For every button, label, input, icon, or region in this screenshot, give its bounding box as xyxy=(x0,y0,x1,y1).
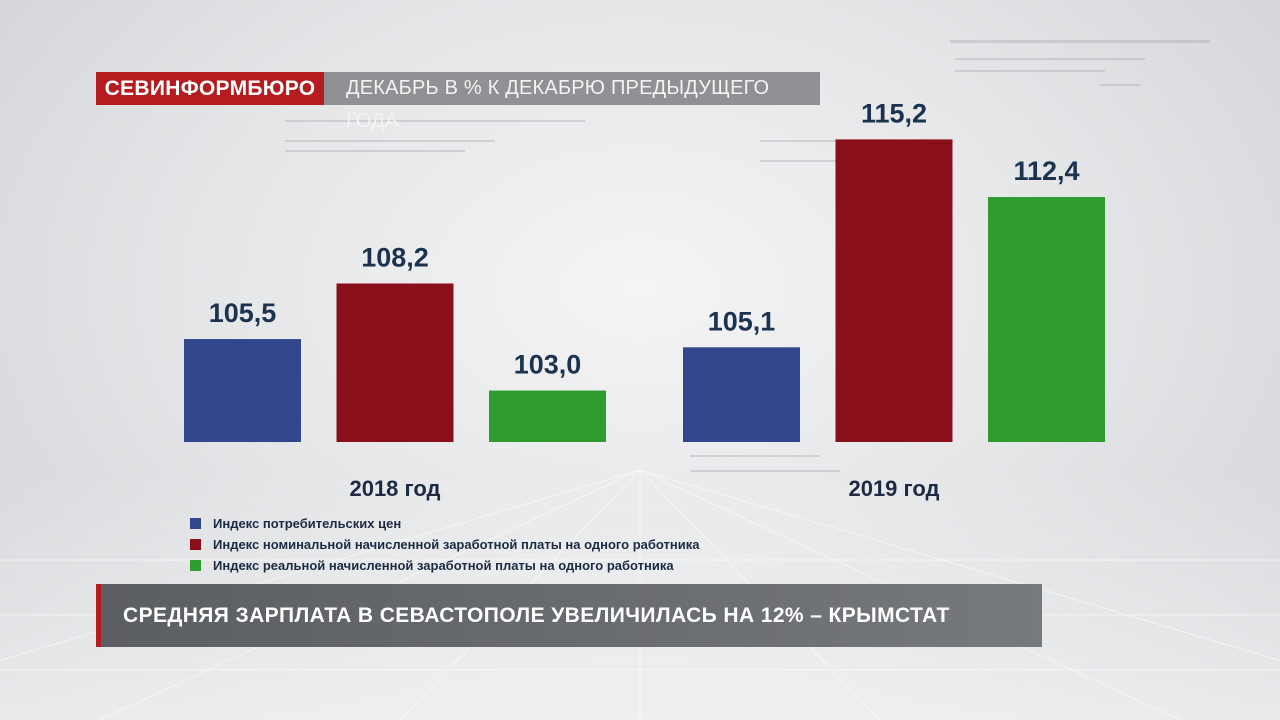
legend-item-cpi: Индекс потребительских цен xyxy=(190,513,700,533)
bar-1-1 xyxy=(184,339,301,442)
bar-3-1 xyxy=(489,390,606,442)
news-headline-bar: СРЕДНЯЯ ЗАРПЛАТА В СЕВАСТОПОЛЕ УВЕЛИЧИЛА… xyxy=(96,584,1042,647)
legend-swatch-cpi xyxy=(190,517,201,529)
chart-legend: Индекс потребительских цен Индекс номина… xyxy=(190,513,700,576)
legend-swatch-nominal-wage xyxy=(190,538,201,550)
value-label-2-1: 108,2 xyxy=(361,242,429,272)
chart-subtitle: ДЕКАБРЬ В % К ДЕКАБРЮ ПРЕДЫДУЩЕГО ГОДА xyxy=(324,72,820,132)
legend-swatch-real-wage xyxy=(190,559,201,571)
bar-2-1 xyxy=(336,283,454,442)
value-label-3-2: 112,4 xyxy=(1013,156,1079,186)
category-label-2: 2019 год xyxy=(848,476,939,501)
brand-logo: СЕВИНФОРМБЮРО xyxy=(96,72,324,105)
bar-2-2 xyxy=(835,139,953,442)
legend-label-cpi: Индекс потребительских цен xyxy=(213,515,402,531)
legend-label-real-wage: Индекс реальной начисленной заработной п… xyxy=(213,557,674,573)
bar-3-2 xyxy=(988,197,1105,442)
news-headline: СРЕДНЯЯ ЗАРПЛАТА В СЕВАСТОПОЛЕ УВЕЛИЧИЛА… xyxy=(123,604,950,627)
value-label-2-2: 115,2 xyxy=(861,98,927,128)
bar-1-2 xyxy=(683,347,800,442)
value-label-1-1: 105,5 xyxy=(209,298,277,328)
value-label-3-1: 103,0 xyxy=(514,350,582,380)
category-label-1: 2018 год xyxy=(349,476,440,501)
legend-item-nominal-wage: Индекс номинальной начисленной заработно… xyxy=(190,534,700,554)
value-label-1-2: 105,1 xyxy=(708,306,776,336)
legend-item-real-wage: Индекс реальной начисленной заработной п… xyxy=(190,555,700,575)
legend-label-nominal-wage: Индекс номинальной начисленной заработно… xyxy=(213,536,700,552)
